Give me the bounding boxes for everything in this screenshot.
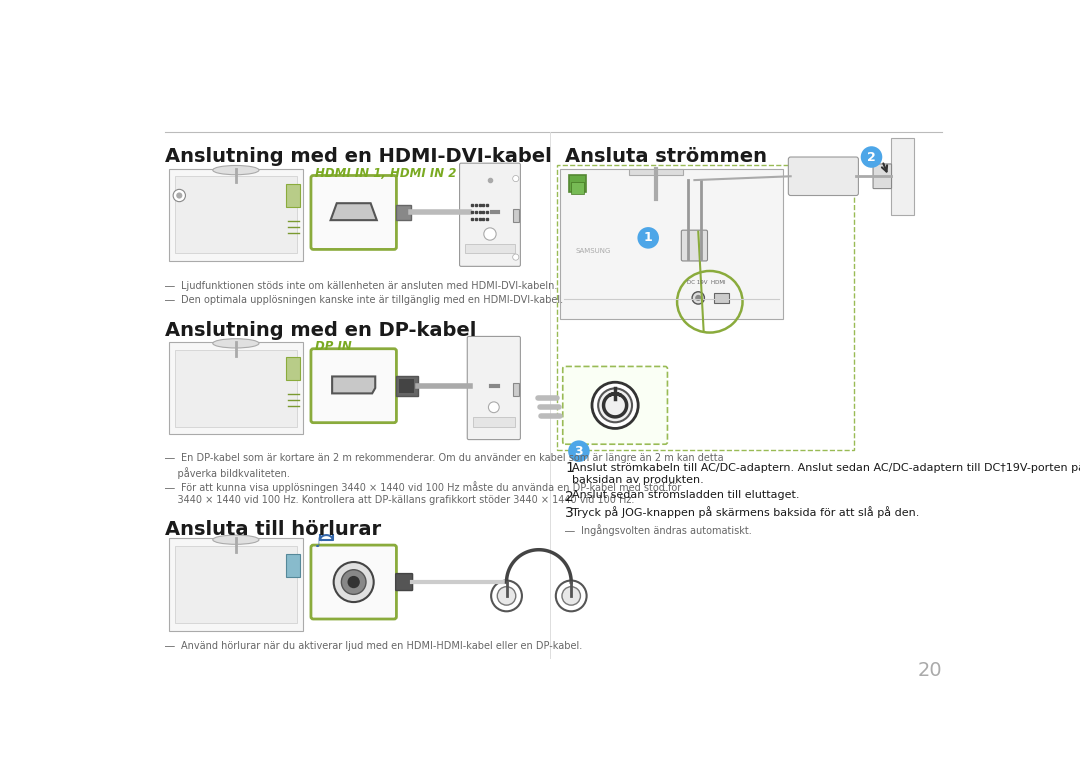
Text: DP IN: DP IN [314, 340, 352, 353]
Text: 1: 1 [644, 231, 652, 244]
FancyBboxPatch shape [714, 292, 729, 304]
Circle shape [562, 587, 580, 605]
FancyBboxPatch shape [168, 169, 303, 261]
Text: 2: 2 [867, 150, 876, 163]
FancyBboxPatch shape [311, 349, 396, 423]
Text: ―  Ingångsvolten ändras automatiskt.: ― Ingångsvolten ändras automatiskt. [565, 524, 752, 536]
Text: 1: 1 [565, 461, 573, 475]
FancyBboxPatch shape [396, 375, 418, 396]
FancyBboxPatch shape [470, 375, 491, 396]
FancyBboxPatch shape [681, 230, 707, 261]
FancyBboxPatch shape [286, 357, 300, 380]
FancyBboxPatch shape [873, 164, 891, 188]
FancyBboxPatch shape [891, 138, 914, 214]
FancyBboxPatch shape [399, 378, 414, 393]
Text: 3: 3 [575, 445, 583, 458]
FancyBboxPatch shape [168, 342, 303, 434]
FancyBboxPatch shape [395, 204, 411, 221]
FancyBboxPatch shape [473, 417, 515, 427]
Text: Anslut strömkabeln till AC/DC-adaptern. Anslut sedan AC/DC-adaptern till DC†19V-: Anslut strömkabeln till AC/DC-adaptern. … [565, 461, 1080, 485]
FancyBboxPatch shape [311, 175, 396, 250]
Circle shape [598, 388, 632, 422]
Text: DC 19V  HDMI: DC 19V HDMI [687, 280, 726, 285]
Circle shape [484, 228, 496, 240]
Polygon shape [330, 203, 377, 221]
Ellipse shape [213, 535, 259, 544]
FancyBboxPatch shape [311, 545, 396, 619]
FancyBboxPatch shape [472, 378, 487, 393]
Circle shape [696, 295, 701, 301]
FancyBboxPatch shape [175, 349, 297, 427]
Circle shape [497, 587, 516, 605]
Circle shape [348, 576, 360, 588]
FancyBboxPatch shape [468, 336, 521, 439]
Text: 3440 × 1440 vid 100 Hz. Kontrollera att DP-källans grafikkort stöder 3440 × 1440: 3440 × 1440 vid 100 Hz. Kontrollera att … [164, 495, 634, 505]
FancyBboxPatch shape [175, 546, 297, 623]
Text: 3: 3 [565, 506, 573, 520]
FancyBboxPatch shape [465, 244, 515, 253]
Text: ―  Använd hörlurar när du aktiverar ljud med en HDMI-HDMI-kabel eller en DP-kabe: ― Använd hörlurar när du aktiverar ljud … [164, 642, 582, 652]
FancyBboxPatch shape [460, 163, 521, 266]
FancyBboxPatch shape [559, 169, 783, 319]
Text: ♪: ♪ [314, 536, 323, 549]
Text: Ansluta strömmen: Ansluta strömmen [565, 147, 767, 166]
Circle shape [513, 254, 518, 260]
Text: SAMSUNG: SAMSUNG [575, 248, 610, 254]
Circle shape [637, 227, 659, 249]
Circle shape [488, 402, 499, 413]
FancyBboxPatch shape [513, 208, 518, 223]
Ellipse shape [213, 166, 259, 175]
Text: Anslut sedan strömsladden till eluttaget.: Anslut sedan strömsladden till eluttaget… [565, 491, 799, 501]
Circle shape [334, 562, 374, 602]
FancyBboxPatch shape [395, 574, 413, 591]
Text: Anslutning med en DP-kabel: Anslutning med en DP-kabel [164, 321, 476, 340]
FancyBboxPatch shape [175, 176, 297, 253]
Text: HDMI IN 1, HDMI IN 2: HDMI IN 1, HDMI IN 2 [314, 167, 456, 180]
Circle shape [861, 146, 882, 168]
Circle shape [341, 570, 366, 594]
FancyBboxPatch shape [286, 184, 300, 207]
Text: Anslutning med en HDMI-DVI-kabel: Anslutning med en HDMI-DVI-kabel [164, 147, 552, 166]
Ellipse shape [213, 339, 259, 348]
FancyBboxPatch shape [629, 169, 683, 175]
Circle shape [568, 440, 590, 462]
Circle shape [556, 581, 586, 611]
FancyBboxPatch shape [569, 175, 585, 192]
FancyBboxPatch shape [563, 366, 667, 444]
FancyBboxPatch shape [286, 554, 300, 577]
Text: 2: 2 [565, 491, 573, 504]
Text: 20: 20 [918, 662, 943, 681]
Circle shape [592, 382, 638, 429]
Text: Tryck på JOG-knappen på skärmens baksida för att slå på den.: Tryck på JOG-knappen på skärmens baksida… [565, 506, 919, 518]
FancyBboxPatch shape [571, 182, 583, 194]
Text: påverka bildkvaliteten.: påverka bildkvaliteten. [164, 467, 289, 479]
FancyBboxPatch shape [469, 201, 491, 224]
Circle shape [176, 192, 183, 198]
FancyBboxPatch shape [168, 538, 303, 630]
Text: Ansluta till hörlurar: Ansluta till hörlurar [164, 520, 381, 539]
Circle shape [173, 189, 186, 201]
Text: ―  Ljudfunktionen stöds inte om källenheten är ansluten med HDMI-DVI-kabeln.: ― Ljudfunktionen stöds inte om källenhet… [164, 281, 557, 291]
Circle shape [692, 291, 704, 304]
FancyBboxPatch shape [513, 383, 518, 396]
Text: ―  En DP-kabel som är kortare än 2 m rekommenderar. Om du använder en kabel som : ― En DP-kabel som är kortare än 2 m reko… [164, 453, 724, 463]
Circle shape [513, 175, 518, 182]
Text: ―  För att kunna visa upplösningen 3440 × 1440 vid 100 Hz måste du använda en DP: ― För att kunna visa upplösningen 3440 ×… [164, 481, 680, 493]
Text: ―  Den optimala upplösningen kanske inte är tillgänglig med en HDMI-DVI-kabel.: ― Den optimala upplösningen kanske inte … [164, 295, 563, 305]
Circle shape [491, 581, 522, 611]
FancyBboxPatch shape [788, 157, 859, 195]
Polygon shape [333, 376, 375, 394]
